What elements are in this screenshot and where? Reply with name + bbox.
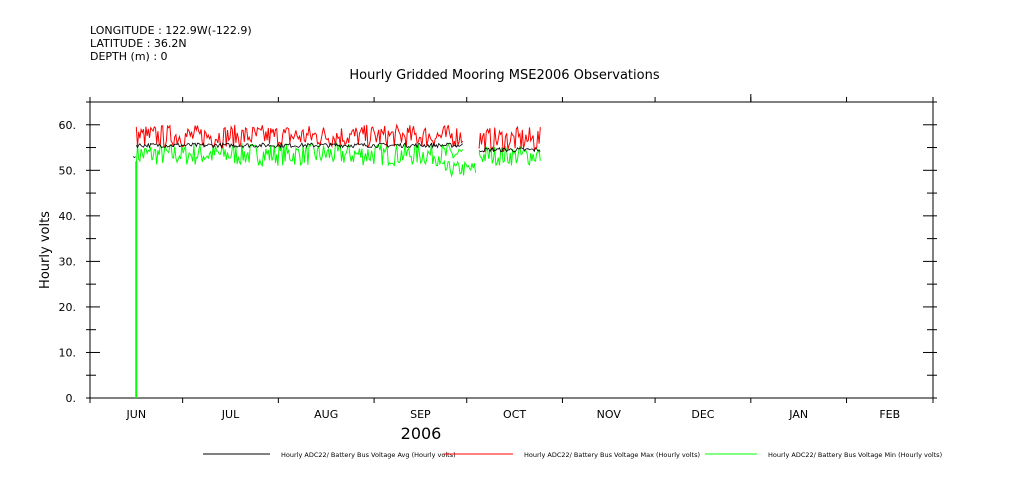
x-tick-label: OCT <box>503 408 526 421</box>
x-axis-ticks: JUN JUL AUG SEP OCT NOV DEC JAN FEB <box>89 94 934 421</box>
x-tick-label: DEC <box>691 408 714 421</box>
plot-data <box>132 123 541 398</box>
metadata-block: LONGITUDE : 122.9W(-122.9) LATITUDE : 36… <box>90 24 252 63</box>
x-axis-label: 2006 <box>401 424 442 443</box>
x-tick-label: AUG <box>314 408 338 421</box>
series-line <box>132 156 136 158</box>
legend-label: Hourly ADC22/ Battery Bus Voltage Avg (H… <box>281 451 456 459</box>
y-tick-label: 40. <box>59 210 77 223</box>
series-avg-segment <box>478 147 541 153</box>
y-tick-label: 20. <box>59 301 77 314</box>
y-tick-label: 0. <box>66 392 77 405</box>
legend-label: Hourly ADC22/ Battery Bus Voltage Max (H… <box>524 451 700 459</box>
longitude-label: LONGITUDE : 122.9W(-122.9) <box>90 24 252 37</box>
series-min-segment <box>478 145 541 166</box>
x-tick-label: JUL <box>221 408 240 421</box>
series-line <box>478 147 541 153</box>
series-min-segment <box>441 159 477 178</box>
y-tick-label: 10. <box>59 346 77 359</box>
y-axis-ticks: 0. 10. 20. 30. 40. 50. 60. <box>59 101 937 405</box>
latitude-label: LATITUDE : 36.2N <box>90 37 187 50</box>
x-tick-label: FEB <box>879 408 900 421</box>
legend: Hourly ADC22/ Battery Bus Voltage Avg (H… <box>203 451 942 459</box>
series-line <box>478 145 541 166</box>
chart-title: Hourly Gridded Mooring MSE2006 Observati… <box>349 68 660 83</box>
series-max-segment <box>478 125 541 153</box>
series-avg-segment <box>132 156 136 158</box>
depth-label: DEPTH (m) : 0 <box>90 50 168 63</box>
legend-label: Hourly ADC22/ Battery Bus Voltage Min (H… <box>768 451 942 459</box>
series-line <box>135 141 463 149</box>
series-avg-segment <box>135 141 463 149</box>
y-tick-label: 50. <box>59 164 77 177</box>
y-axis-label: Hourly volts <box>38 211 53 289</box>
x-tick-label: JUN <box>126 408 147 421</box>
y-tick-label: 60. <box>59 119 77 132</box>
y-tick-label: 30. <box>59 255 77 268</box>
series-max-segment <box>135 123 464 149</box>
plot-frame <box>89 101 934 399</box>
series-line <box>441 159 477 178</box>
x-tick-label: NOV <box>597 408 622 421</box>
series-line <box>478 125 541 153</box>
x-tick-label: SEP <box>410 408 431 421</box>
series-line <box>135 123 464 149</box>
series-min-segment <box>135 142 464 168</box>
x-tick-label: JAN <box>788 408 808 421</box>
series-line <box>135 142 464 168</box>
